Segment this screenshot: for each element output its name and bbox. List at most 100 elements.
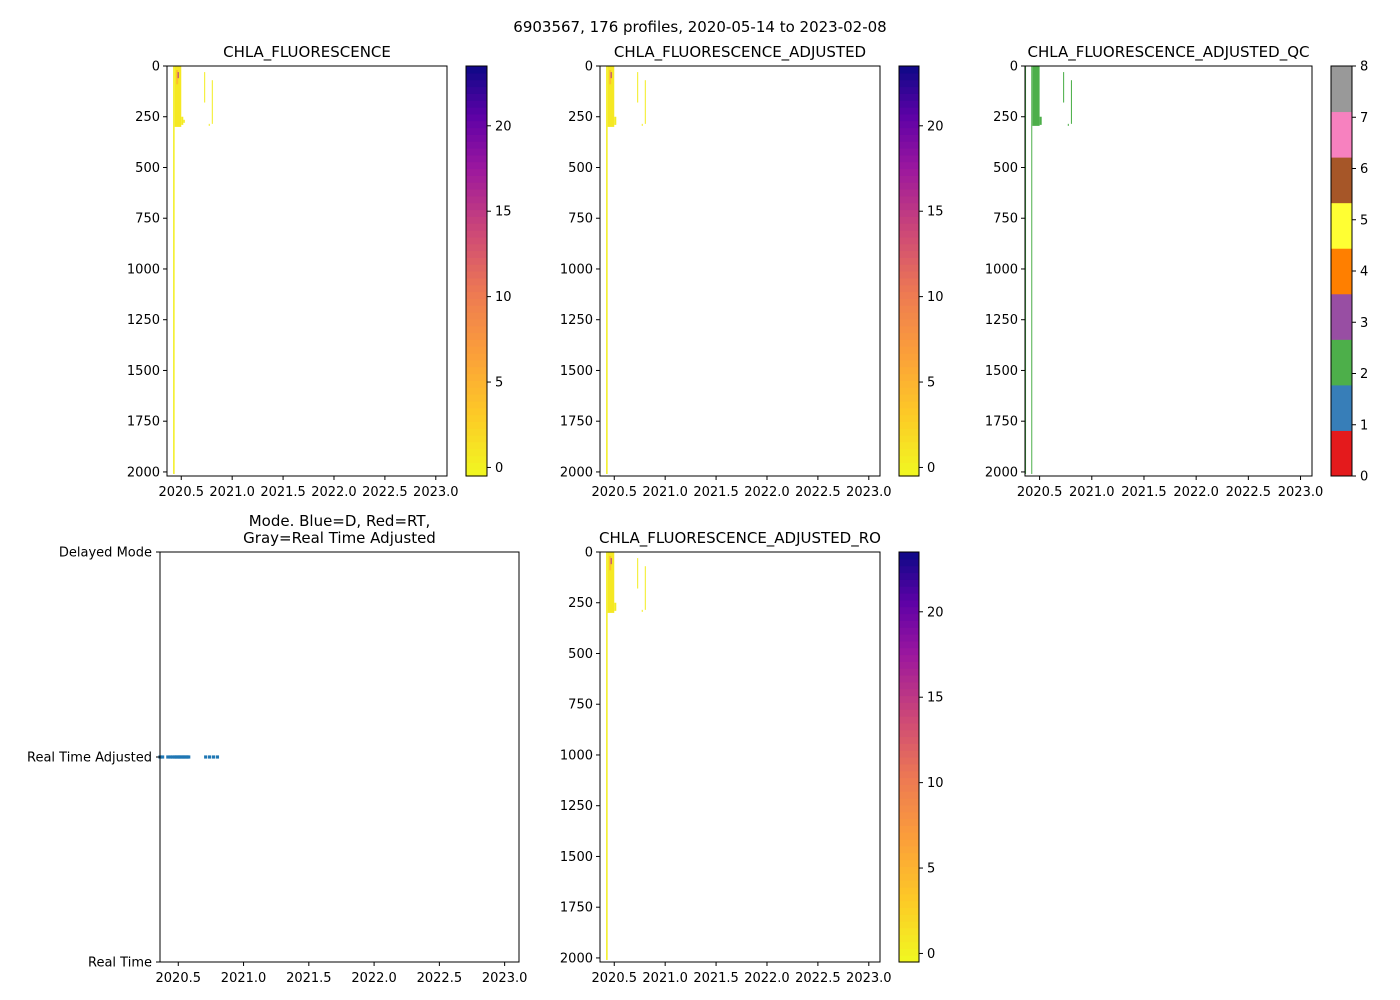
colorbar-segment [899, 784, 919, 792]
colorbar-segment [899, 305, 919, 313]
y-tick-label: 250 [568, 110, 593, 125]
colorbar-segment [899, 948, 919, 956]
colorbar-segment [899, 387, 919, 395]
colorbar-segment [899, 811, 919, 820]
colorbar-tick-label: 20 [927, 119, 944, 134]
colorbar-segment [466, 209, 487, 217]
y-tick-label: 500 [568, 161, 593, 176]
y-tick-label: 1000 [985, 262, 1018, 277]
colorbar-tick-label: 0 [927, 461, 935, 476]
y-tick-label: 1000 [560, 262, 593, 277]
colorbar-segment [466, 154, 487, 163]
colorbar-tick-label: 20 [495, 119, 512, 134]
y-tick-label: 1250 [127, 313, 160, 328]
colorbar-segment [466, 407, 487, 416]
colorbar-segment [899, 736, 919, 744]
colorbar-segment [466, 107, 487, 115]
y-tick-label: 1250 [560, 313, 593, 328]
colorbar-segment [899, 353, 919, 361]
x-tick-label: 2020.5 [592, 485, 638, 500]
plot-area [600, 66, 880, 476]
y-tick-label: Delayed Mode [59, 546, 152, 561]
x-tick-label: 2022.0 [351, 971, 397, 986]
mode-point [215, 755, 220, 759]
colorbar-segment [899, 579, 919, 587]
colorbar-frame [898, 65, 920, 477]
colorbar-segment [899, 777, 919, 785]
colorbar-segment [466, 462, 487, 470]
colorbar-segment [899, 634, 919, 642]
mode-point [166, 755, 170, 759]
colorbar-segment [466, 366, 487, 375]
colorbar-segment [899, 763, 919, 772]
x-tick-label: 2023.0 [1278, 485, 1324, 500]
colorbar-segment [466, 161, 487, 170]
y-tick-label: 0 [585, 546, 593, 561]
plot-area [1025, 66, 1312, 476]
colorbar-segment [466, 469, 487, 477]
colorbar-segment [899, 716, 919, 724]
panel-mode: Mode. Blue=D, Red=RT, Gray=Real Time Adju… [27, 512, 527, 986]
x-tick-label: 2022.5 [362, 485, 408, 500]
data-strip [610, 558, 612, 565]
x-tick-label: 2021.5 [1121, 485, 1167, 500]
data-strip [610, 72, 612, 79]
colorbar-tick-label: 5 [1360, 213, 1368, 228]
colorbar-segment [899, 695, 919, 703]
colorbar-segment [1331, 293, 1352, 340]
colorbar-segment [899, 606, 919, 615]
colorbar-segment [899, 175, 919, 183]
colorbar-segment [899, 72, 919, 81]
data-strip [1031, 66, 1033, 474]
colorbar-segment [899, 236, 919, 245]
colorbar-segment [466, 414, 487, 422]
colorbar: 0 5 10 15 20 [465, 65, 512, 477]
y-tick-label: 2000 [560, 465, 593, 480]
colorbar-segment [899, 866, 919, 874]
colorbar-segment [899, 709, 919, 717]
colorbar-segment [899, 688, 919, 697]
colorbar-tick-label: 15 [927, 691, 944, 706]
x-tick-label: 2023.0 [846, 485, 892, 500]
y-tick-label: 1750 [985, 415, 1018, 430]
colorbar-tick-label: 0 [495, 461, 503, 476]
colorbar-segment [899, 462, 919, 470]
colorbar-tick-label: 5 [927, 862, 935, 877]
colorbar-segment [1331, 384, 1352, 431]
colorbar-segment [466, 312, 487, 320]
colorbar-segment [899, 168, 919, 176]
axes-frame [1024, 65, 1313, 477]
y-tick-label: 250 [993, 110, 1018, 125]
x-tick-label: 2021.5 [286, 971, 332, 986]
colorbar-segment [899, 757, 919, 765]
colorbar-segment [899, 441, 919, 450]
panel-title: CHLA_FLUORESCENCE_ADJUSTED_QC [1028, 43, 1310, 62]
data-strip [606, 552, 608, 960]
y-tick-label: 2000 [985, 465, 1018, 480]
colorbar-segment [899, 209, 919, 217]
colorbar-segment [899, 873, 919, 881]
axes-frame [599, 65, 881, 477]
data-strip [1063, 72, 1065, 103]
colorbar-segment [899, 586, 919, 594]
colorbar-segment [899, 223, 919, 231]
colorbar-segment [899, 722, 919, 731]
colorbar-segment [466, 141, 487, 149]
x-tick-label: 2021.0 [642, 971, 688, 986]
y-tick-label: 1500 [560, 850, 593, 865]
colorbar-segment [899, 941, 919, 949]
colorbar-segment [466, 168, 487, 176]
colorbar-tick-label: 2 [1360, 367, 1368, 382]
mode-point [211, 755, 216, 759]
colorbar-segment [466, 189, 487, 197]
colorbar-tick-label: 7 [1360, 111, 1368, 126]
x-tick-label: 2021.0 [209, 485, 255, 500]
x-tick-label: 2022.0 [744, 485, 790, 500]
y-tick-label: 750 [568, 212, 593, 227]
x-tick-label: 2022.0 [1173, 485, 1219, 500]
colorbar-segment [466, 100, 487, 108]
data-strip [1032, 66, 1040, 126]
colorbar-segment [899, 79, 919, 88]
colorbar-segment [899, 134, 919, 142]
